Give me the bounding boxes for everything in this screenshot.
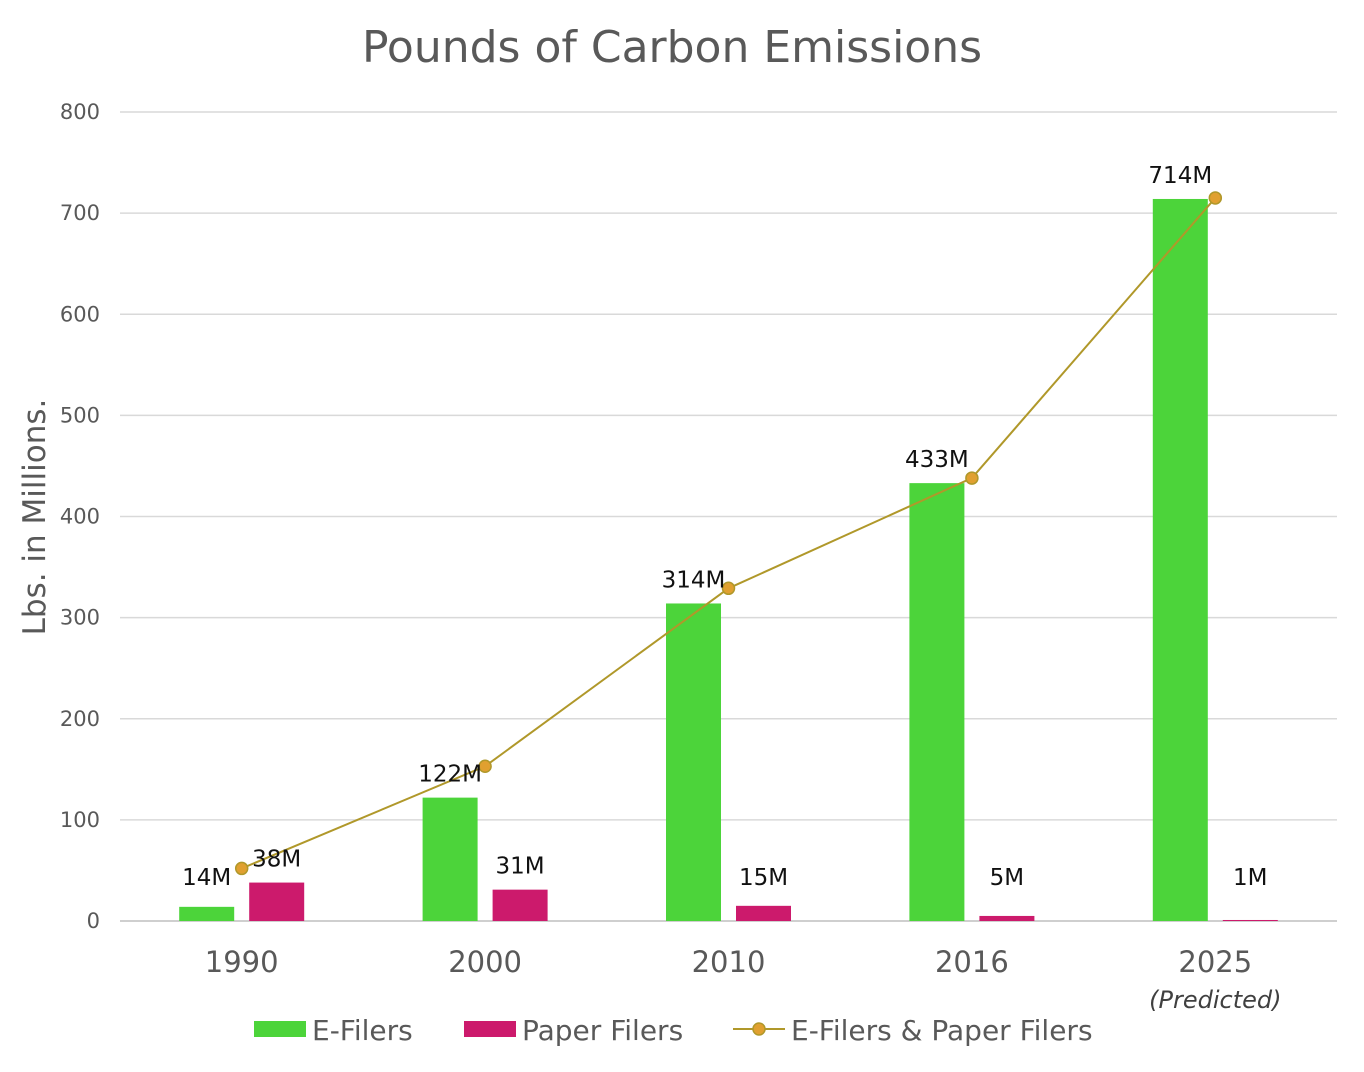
y-tick-label: 700 xyxy=(60,201,100,225)
x-tick-label: 1990 xyxy=(205,945,279,979)
data-label: 1M xyxy=(1233,865,1267,891)
x-tick-label: 2010 xyxy=(692,945,766,979)
line-path xyxy=(241,197,1217,870)
y-tick-label: 200 xyxy=(60,707,100,731)
line-marker xyxy=(478,759,492,774)
bars xyxy=(179,198,1278,921)
data-label: 5M xyxy=(990,865,1024,891)
y-tick-label: 0 xyxy=(87,909,100,933)
data-label: 714M xyxy=(1148,163,1212,189)
y-tick-labels: 0 100 200 300 400 500 600 700 800 xyxy=(60,100,100,933)
data-label: 15M xyxy=(739,865,788,891)
data-label: 14M xyxy=(182,865,231,891)
line-marker xyxy=(721,581,736,596)
legend-swatch xyxy=(254,1021,306,1037)
x-tick-labels: 1990 2000 2010 2016 2025 (Predicted) xyxy=(205,945,1282,1014)
bar-paper-filers xyxy=(492,889,548,921)
data-label: 314M xyxy=(662,567,726,593)
legend-swatch-marker xyxy=(752,1022,766,1036)
y-tick-label: 800 xyxy=(60,100,100,124)
legend-label: E-Filers & Paper Filers xyxy=(791,1014,1093,1047)
legend-label: Paper Filers xyxy=(522,1014,683,1047)
data-label: 433M xyxy=(905,447,969,473)
x-tick-label: 2016 xyxy=(935,945,1009,979)
bar-e-filers xyxy=(422,797,478,921)
bar-e-filers xyxy=(179,906,235,921)
bar-paper-filers xyxy=(979,915,1035,921)
y-tick-label: 300 xyxy=(60,606,100,630)
chart-title: Pounds of Carbon Emissions xyxy=(362,22,982,73)
legend: E-Filers Paper Filers E-Filers & Paper Fil… xyxy=(254,1014,1093,1047)
y-tick-label: 500 xyxy=(60,403,100,427)
line-marker xyxy=(1208,191,1223,205)
y-axis-label: Lbs. in Millions. xyxy=(17,399,53,636)
legend-swatch xyxy=(464,1021,516,1037)
line-series xyxy=(234,191,1223,876)
y-tick-label: 100 xyxy=(60,808,100,832)
line-marker xyxy=(965,471,979,485)
data-labels: 14M 38M 122M 31M 314M 15M 433M 5M 714M 1M xyxy=(182,163,1267,891)
gridlines xyxy=(120,111,1337,922)
bar-paper-filers xyxy=(736,905,791,921)
y-tick-label: 600 xyxy=(60,302,100,326)
bar-e-filers xyxy=(1152,198,1208,921)
bar-e-filers xyxy=(909,483,965,921)
bar-e-filers xyxy=(666,603,721,921)
data-label: 38M xyxy=(252,847,301,873)
bar-paper-filers xyxy=(1222,919,1278,921)
legend-label: E-Filers xyxy=(312,1014,413,1047)
bar-paper-filers xyxy=(249,882,305,921)
x-tick-label: 2025 xyxy=(1178,945,1252,979)
line-marker xyxy=(234,861,249,876)
y-tick-label: 400 xyxy=(60,505,100,529)
x-tick-label: 2000 xyxy=(448,945,522,979)
data-label: 31M xyxy=(496,854,545,880)
data-label: 122M xyxy=(418,762,482,788)
x-tick-note: (Predicted) xyxy=(1149,986,1281,1014)
